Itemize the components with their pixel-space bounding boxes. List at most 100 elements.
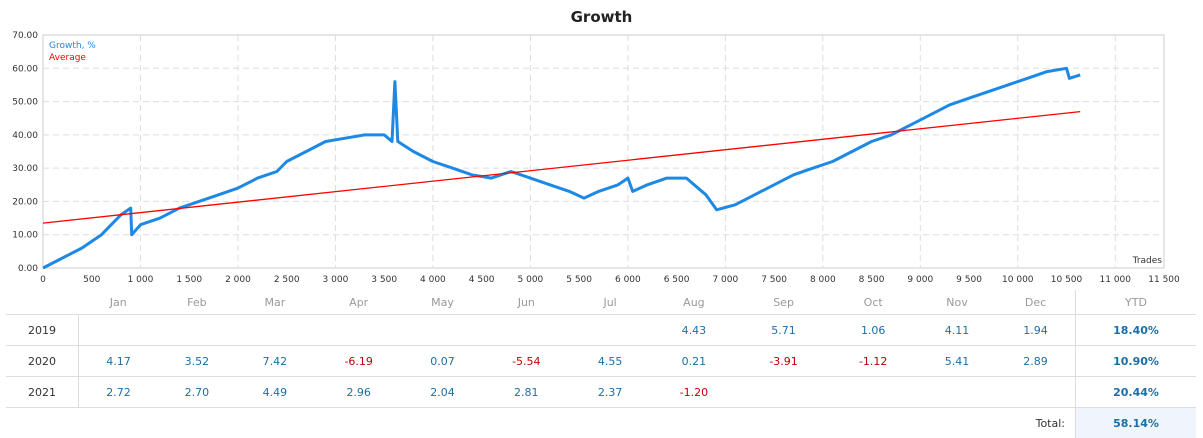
column-header: Jan xyxy=(79,290,158,315)
month-value-cell: 2.72 xyxy=(79,377,158,408)
month-value-cell: 7.42 xyxy=(236,346,314,377)
x-tick-label: 4 000 xyxy=(420,275,446,285)
month-value-cell xyxy=(996,377,1076,408)
legend-entry: Average xyxy=(49,53,86,63)
column-header: May xyxy=(404,290,482,315)
x-tick-label: 6 500 xyxy=(664,275,690,285)
x-tick-label: 5 000 xyxy=(518,275,544,285)
column-header: Nov xyxy=(918,290,996,315)
month-value-cell xyxy=(481,315,571,346)
month-value-cell: -3.91 xyxy=(739,346,829,377)
total-value: 58.14% xyxy=(1076,408,1197,438)
legend-entry: Growth, % xyxy=(49,41,96,51)
total-label: Total: xyxy=(6,408,1076,438)
month-value-cell: 2.96 xyxy=(314,377,404,408)
ytd-cell: 10.90% xyxy=(1076,346,1197,377)
month-value-cell: 2.04 xyxy=(404,377,482,408)
column-header: Mar xyxy=(236,290,314,315)
month-value-cell: 5.71 xyxy=(739,315,829,346)
month-value-cell: 0.07 xyxy=(404,346,482,377)
month-value-cell: 0.21 xyxy=(649,346,739,377)
y-tick-label: 70.00 xyxy=(12,31,38,41)
x-tick-label: 0 xyxy=(40,275,46,285)
x-tick-label: 7 500 xyxy=(761,275,787,285)
month-value-cell xyxy=(828,377,918,408)
ytd-cell: 20.44% xyxy=(1076,377,1197,408)
year-cell: 2019 xyxy=(6,315,79,346)
y-tick-label: 0.00 xyxy=(18,264,38,274)
month-value-cell: -1.20 xyxy=(649,377,739,408)
month-value-cell xyxy=(739,377,829,408)
series-line-average xyxy=(43,112,1080,224)
year-cell: 2021 xyxy=(6,377,79,408)
column-header: Jul xyxy=(571,290,649,315)
x-tick-label: 2 000 xyxy=(225,275,251,285)
x-tick-label: 3 500 xyxy=(371,275,397,285)
x-tick-label: 8 000 xyxy=(810,275,836,285)
x-tick-label: 1 500 xyxy=(176,275,202,285)
column-header: Oct xyxy=(828,290,918,315)
month-value-cell xyxy=(404,315,482,346)
x-tick-label: 6 000 xyxy=(615,275,641,285)
month-value-cell: 2.81 xyxy=(481,377,571,408)
x-tick-label: 5 500 xyxy=(566,275,592,285)
month-value-cell: 4.55 xyxy=(571,346,649,377)
x-tick-label: 500 xyxy=(83,275,100,285)
column-header: Feb xyxy=(158,290,236,315)
y-tick-label: 10.00 xyxy=(12,231,38,241)
growth-chart: 0.00 10.00 20.00 30.00 40.00 50.00 60.00 70.00 0… xyxy=(0,0,1203,290)
column-header: Apr xyxy=(314,290,404,315)
x-tick-label: 7 000 xyxy=(712,275,738,285)
x-tick-label: 10 000 xyxy=(1002,275,1034,285)
x-tick-label: 2 500 xyxy=(274,275,300,285)
month-value-cell: 2.89 xyxy=(996,346,1076,377)
month-value-cell: -6.19 xyxy=(314,346,404,377)
month-value-cell: 1.06 xyxy=(828,315,918,346)
column-header: Dec xyxy=(996,290,1076,315)
plot-area xyxy=(43,35,1164,268)
month-value-cell xyxy=(236,315,314,346)
x-tick-label: 1 000 xyxy=(128,275,154,285)
month-value-cell: 4.49 xyxy=(236,377,314,408)
month-value-cell xyxy=(918,377,996,408)
month-value-cell: 2.70 xyxy=(158,377,236,408)
x-tick-label: 10 500 xyxy=(1051,275,1083,285)
month-value-cell: 3.52 xyxy=(158,346,236,377)
month-value-cell: -5.54 xyxy=(481,346,571,377)
month-value-cell: -1.12 xyxy=(828,346,918,377)
month-value-cell: 4.43 xyxy=(649,315,739,346)
ytd-cell: 18.40% xyxy=(1076,315,1197,346)
y-tick-label: 50.00 xyxy=(12,98,38,108)
x-axis-label: Trades xyxy=(1132,256,1163,266)
x-tick-label: 9 500 xyxy=(956,275,982,285)
column-header xyxy=(6,290,79,315)
x-tick-label: 4 500 xyxy=(469,275,495,285)
x-tick-label: 11 000 xyxy=(1100,275,1132,285)
month-value-cell xyxy=(79,315,158,346)
month-value-cell xyxy=(314,315,404,346)
column-header: Aug xyxy=(649,290,739,315)
x-tick-label: 11 500 xyxy=(1148,275,1180,285)
month-value-cell: 5.41 xyxy=(918,346,996,377)
column-header: Jun xyxy=(481,290,571,315)
y-tick-label: 30.00 xyxy=(12,164,38,174)
x-tick-label: 9 000 xyxy=(907,275,933,285)
y-tick-label: 40.00 xyxy=(12,131,38,141)
y-tick-label: 60.00 xyxy=(12,64,38,74)
month-value-cell xyxy=(571,315,649,346)
column-header: YTD xyxy=(1076,290,1197,315)
x-tick-label: 8 500 xyxy=(859,275,885,285)
month-value-cell: 1.94 xyxy=(996,315,1076,346)
year-cell: 2020 xyxy=(6,346,79,377)
month-value-cell xyxy=(158,315,236,346)
month-value-cell: 4.11 xyxy=(918,315,996,346)
column-header: Sep xyxy=(739,290,829,315)
month-value-cell: 4.17 xyxy=(79,346,158,377)
y-tick-label: 20.00 xyxy=(12,197,38,207)
month-value-cell: 2.37 xyxy=(571,377,649,408)
